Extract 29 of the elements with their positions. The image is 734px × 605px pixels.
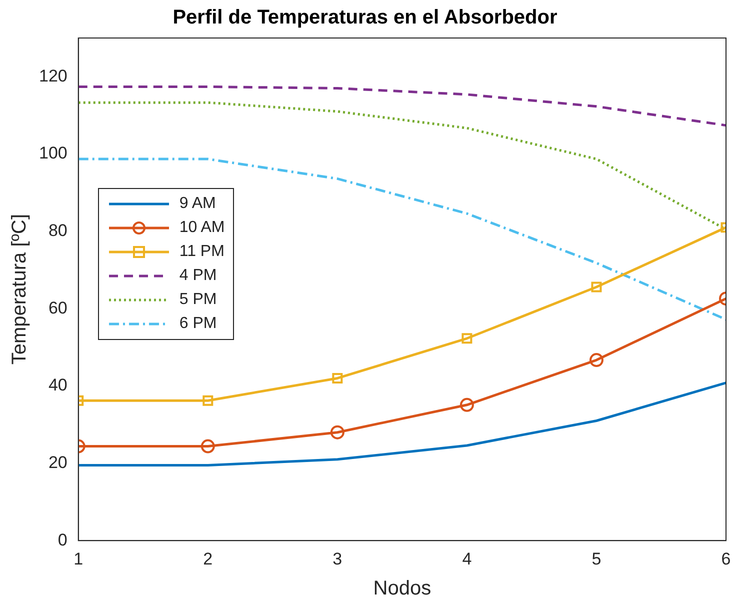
point bbox=[460, 398, 474, 412]
y-tick-label: 20 bbox=[48, 452, 68, 472]
x-tick-label: 2 bbox=[203, 549, 213, 568]
x-tick-label: 3 bbox=[332, 549, 342, 568]
y-tick-label: 100 bbox=[38, 144, 68, 163]
y-tick-label: 40 bbox=[48, 376, 68, 395]
x-axis-title: Nodos bbox=[373, 578, 432, 600]
y-axis-title: Temperatura [ºC] bbox=[8, 214, 31, 365]
point bbox=[330, 425, 344, 440]
legend-label: 10 AM bbox=[179, 219, 225, 238]
legend-label: 11 PM bbox=[179, 243, 224, 262]
x-tick-label: 4 bbox=[462, 549, 472, 568]
legend-label: 4 PM bbox=[179, 267, 217, 286]
x-tick-label: 1 bbox=[74, 549, 84, 568]
point bbox=[589, 353, 604, 368]
y-tick-label: 0 bbox=[58, 530, 68, 550]
legend-label: 9 AM bbox=[179, 195, 216, 214]
line-series bbox=[78, 85, 726, 127]
legend-label: 6 PM bbox=[179, 315, 217, 334]
point bbox=[462, 333, 472, 344]
y-tick-label: 120 bbox=[38, 66, 68, 86]
point bbox=[332, 372, 343, 384]
point bbox=[202, 395, 214, 406]
y-tick-label: 80 bbox=[48, 220, 68, 240]
chart-title: Perfil de Temperaturas en el Absorbedor bbox=[172, 6, 558, 29]
x-tick-label: 5 bbox=[592, 549, 602, 568]
x-tick-label: 6 bbox=[721, 549, 731, 568]
legend-label: 5 PM bbox=[179, 291, 217, 310]
y-tick-label: 60 bbox=[48, 298, 68, 318]
